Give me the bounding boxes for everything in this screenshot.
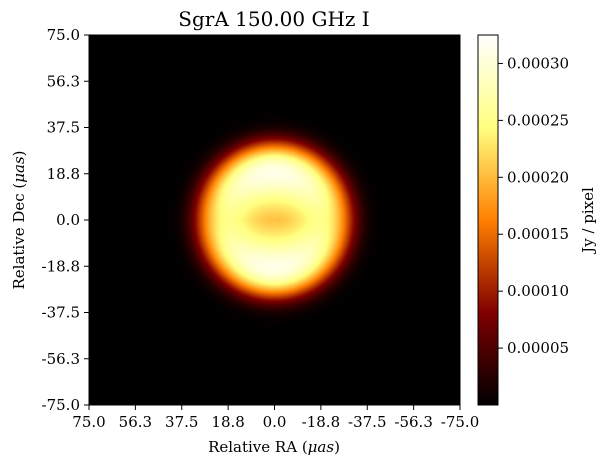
colorbar-tick-label: 0.00005	[507, 339, 569, 357]
y-tick-label: 0.0	[56, 211, 80, 229]
colorbar-tick-label: 0.00025	[507, 111, 569, 129]
heatmap-image	[89, 35, 460, 405]
y-tick-label: 75.0	[47, 26, 80, 44]
y-tick-label: -37.5	[42, 304, 80, 322]
x-tick-label: -75.0	[441, 413, 479, 431]
colorbar-label: Jy / pixel	[579, 187, 597, 255]
x-tick-label: 18.8	[211, 413, 244, 431]
x-tick-label: 37.5	[165, 413, 198, 431]
x-tick-label: -56.3	[394, 413, 432, 431]
x-tick-label: 75.0	[72, 413, 105, 431]
colorbar-ticks: 0.00005 0.00010 0.00015 0.00020 0.00025 0.000…	[498, 54, 569, 357]
x-tick-label: -18.8	[302, 413, 340, 431]
colorbar-tick-label: 0.00020	[507, 168, 569, 186]
x-tick-label: 56.3	[119, 413, 152, 431]
chart-title: SgrA 150.00 GHz I	[178, 7, 369, 31]
colorbar	[477, 34, 499, 406]
x-axis-label: Relative RA (μas)	[208, 438, 340, 456]
colorbar-tick-label: 0.00010	[507, 282, 569, 300]
y-tick-label: -56.3	[42, 350, 80, 368]
x-axis-ticks: 75.0 56.3 37.5 18.8 0.0 -18.8 -37.5 -56.3 -75.0	[72, 405, 479, 431]
y-axis-label: Relative Dec (μas)	[10, 150, 28, 289]
colorbar-tick-label: 0.00015	[507, 225, 569, 243]
y-tick-label: 18.8	[47, 165, 80, 183]
y-tick-label: 37.5	[47, 119, 80, 137]
y-axis-ticks: 75.0 56.3 37.5 18.8 0.0 -18.8 -37.5 -56.3 -75.0	[42, 26, 89, 414]
y-tick-label: 56.3	[47, 72, 80, 90]
x-tick-label: 0.0	[263, 413, 287, 431]
y-tick-label: -75.0	[42, 396, 80, 414]
colorbar-tick-label: 0.00030	[507, 54, 569, 72]
x-tick-label: -37.5	[348, 413, 386, 431]
y-tick-label: -18.8	[42, 257, 80, 275]
